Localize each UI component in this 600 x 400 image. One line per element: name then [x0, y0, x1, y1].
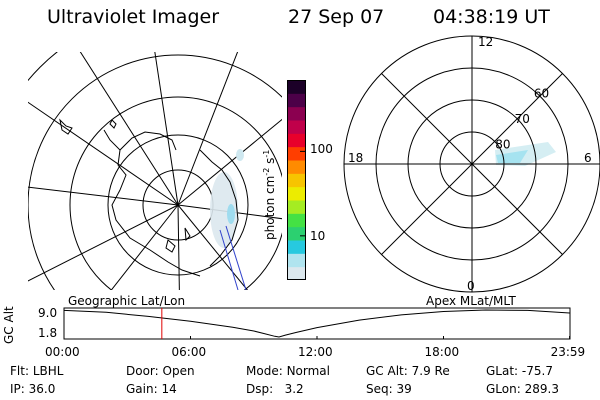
mlt-label: 0: [467, 279, 475, 293]
colorbar-tick-10: 10: [310, 229, 326, 243]
info-ip: IP: 36.0: [10, 382, 56, 396]
colorbar-segment: [287, 93, 306, 108]
geo-coastlines: [59, 118, 239, 277]
instrument-title: Ultraviolet Imager: [47, 6, 220, 28]
xtick-label-0: 00:00: [45, 345, 80, 359]
geo-map-label: Geographic Lat/Lon: [68, 294, 186, 308]
mlt-label: 6: [584, 151, 592, 165]
colorbar-segment: [287, 106, 306, 121]
colorbar-segment: [287, 160, 306, 174]
info-mode: Mode: Normal: [246, 364, 330, 378]
colorbar-segment: [287, 146, 306, 161]
info-gain: Gain: 14: [126, 382, 177, 396]
info-filter: Flt: LBHL: [10, 364, 64, 378]
info-dsp: Dsp: 3.2: [246, 382, 304, 396]
colorbar-segment: [287, 173, 306, 188]
mlt-spoke: [381, 73, 473, 165]
geo-aurora-emission: [210, 149, 244, 248]
altitude-x-ticks: [63, 336, 571, 339]
time-label: 04:38:19 UT: [433, 6, 550, 28]
mlat-label: 60: [534, 86, 549, 100]
info-gc-alt: GC Alt: 7.9 Re: [366, 364, 450, 378]
altitude-ytick-top: 9.0: [38, 306, 58, 320]
info-glon: GLon: 289.3: [486, 382, 559, 396]
geo-map-graticule: [28, 52, 282, 290]
mlat-label: 80: [495, 138, 510, 152]
mlat-label: 70: [515, 112, 530, 126]
colorbar-tick-100: 100: [310, 142, 333, 156]
date-label: 27 Sep 07: [288, 6, 385, 28]
altitude-series-line: [63, 309, 570, 338]
polar-plot-label: Apex MLat/MLT: [426, 294, 516, 308]
info-glat: GLat: -75.7: [486, 364, 553, 378]
colorbar: [287, 80, 306, 281]
info-door: Door: Open: [126, 364, 195, 378]
colorbar-gradient: [287, 80, 306, 281]
colorbar-segment: [287, 240, 306, 254]
xtick-label-2: 12:00: [298, 345, 333, 359]
xtick-label-4: 23:59: [550, 345, 586, 359]
colorbar-segment: [287, 213, 306, 228]
colorbar-segment: [287, 133, 306, 148]
colorbar-segment: [287, 253, 306, 268]
mlt-spoke: [471, 73, 563, 165]
altitude-plot-frame: [63, 307, 571, 340]
mlt-label: 18: [348, 151, 363, 165]
altitude-ytick-bottom: 1.8: [38, 326, 58, 340]
xtick-label-3: 18:00: [424, 345, 460, 359]
mlt-label: 12: [478, 35, 493, 49]
info-seq: Seq: 39: [366, 382, 412, 396]
xtick-label-1: 06:00: [171, 345, 207, 359]
geo-terminator-lines: [219, 225, 247, 290]
colorbar-segment: [287, 186, 306, 201]
colorbar-segment: [287, 200, 306, 214]
colorbar-segment: [287, 226, 306, 241]
colorbar-border: [287, 80, 306, 280]
mlt-spoke: [471, 163, 563, 255]
mlt-spoke: [381, 163, 473, 255]
colorbar-segment: [287, 266, 306, 281]
colorbar-segment: [287, 80, 306, 94]
polar-grid: [343, 35, 600, 293]
colorbar-segment: [287, 120, 306, 134]
